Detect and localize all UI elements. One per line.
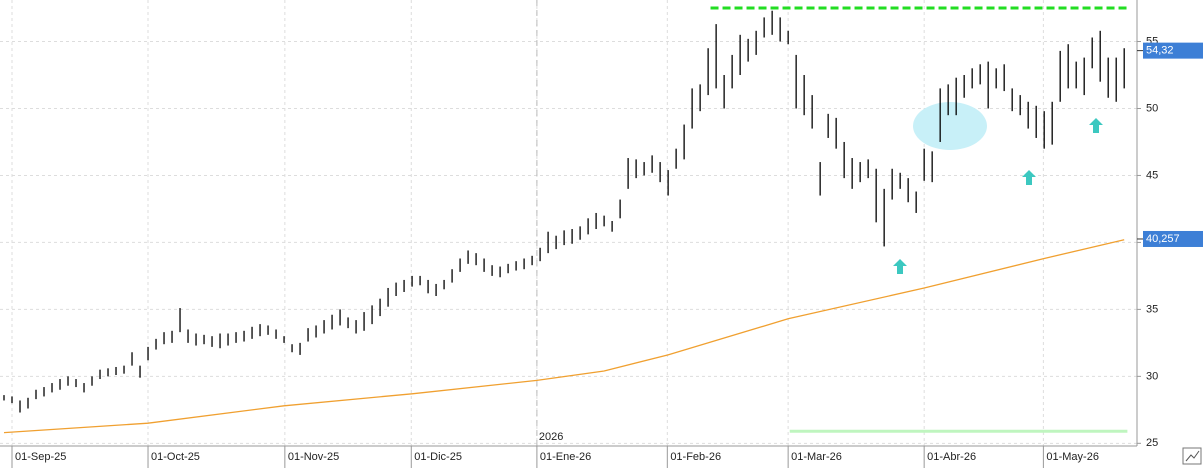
highlight-ellipse	[913, 102, 987, 150]
y-tick-label: 30	[1146, 370, 1158, 382]
x-tick-label: 01-Ene-26	[540, 451, 591, 463]
x-tick-label: 01-Oct-25	[151, 451, 200, 463]
x-tick-label: 01-Sep-25	[15, 451, 66, 463]
x-tick-label: 01-Nov-25	[288, 451, 339, 463]
value-box-label: 54,32	[1146, 45, 1174, 57]
value-box-label: 40,257	[1146, 233, 1180, 245]
x-tick-label: 01-Abr-26	[927, 451, 976, 463]
x-tick-label: 01-Mar-26	[791, 451, 842, 463]
scale-icon	[1185, 450, 1200, 462]
x-tick-label: 01-Feb-26	[670, 451, 721, 463]
y-tick-label: 25	[1146, 437, 1158, 449]
up-arrow	[1022, 170, 1036, 185]
moving-average	[3, 239, 1125, 434]
arrows	[893, 118, 1103, 274]
y-tick-label: 45	[1146, 169, 1158, 181]
grid	[0, 0, 1137, 446]
x-tick-label: 01-Dic-25	[414, 451, 462, 463]
value-box	[1143, 42, 1203, 59]
y-tick-label: 35	[1146, 303, 1158, 315]
value-box	[1143, 230, 1203, 247]
axes: 2530354045505501-Sep-2501-Oct-2501-Nov-2…	[11, 35, 1203, 468]
x-tick-label: 01-May-26	[1046, 451, 1099, 463]
year-label: 2026	[539, 431, 563, 443]
y-tick-label: 50	[1146, 102, 1158, 114]
plot	[3, 6, 1128, 434]
up-arrow	[1089, 118, 1103, 133]
up-arrow	[893, 259, 907, 274]
